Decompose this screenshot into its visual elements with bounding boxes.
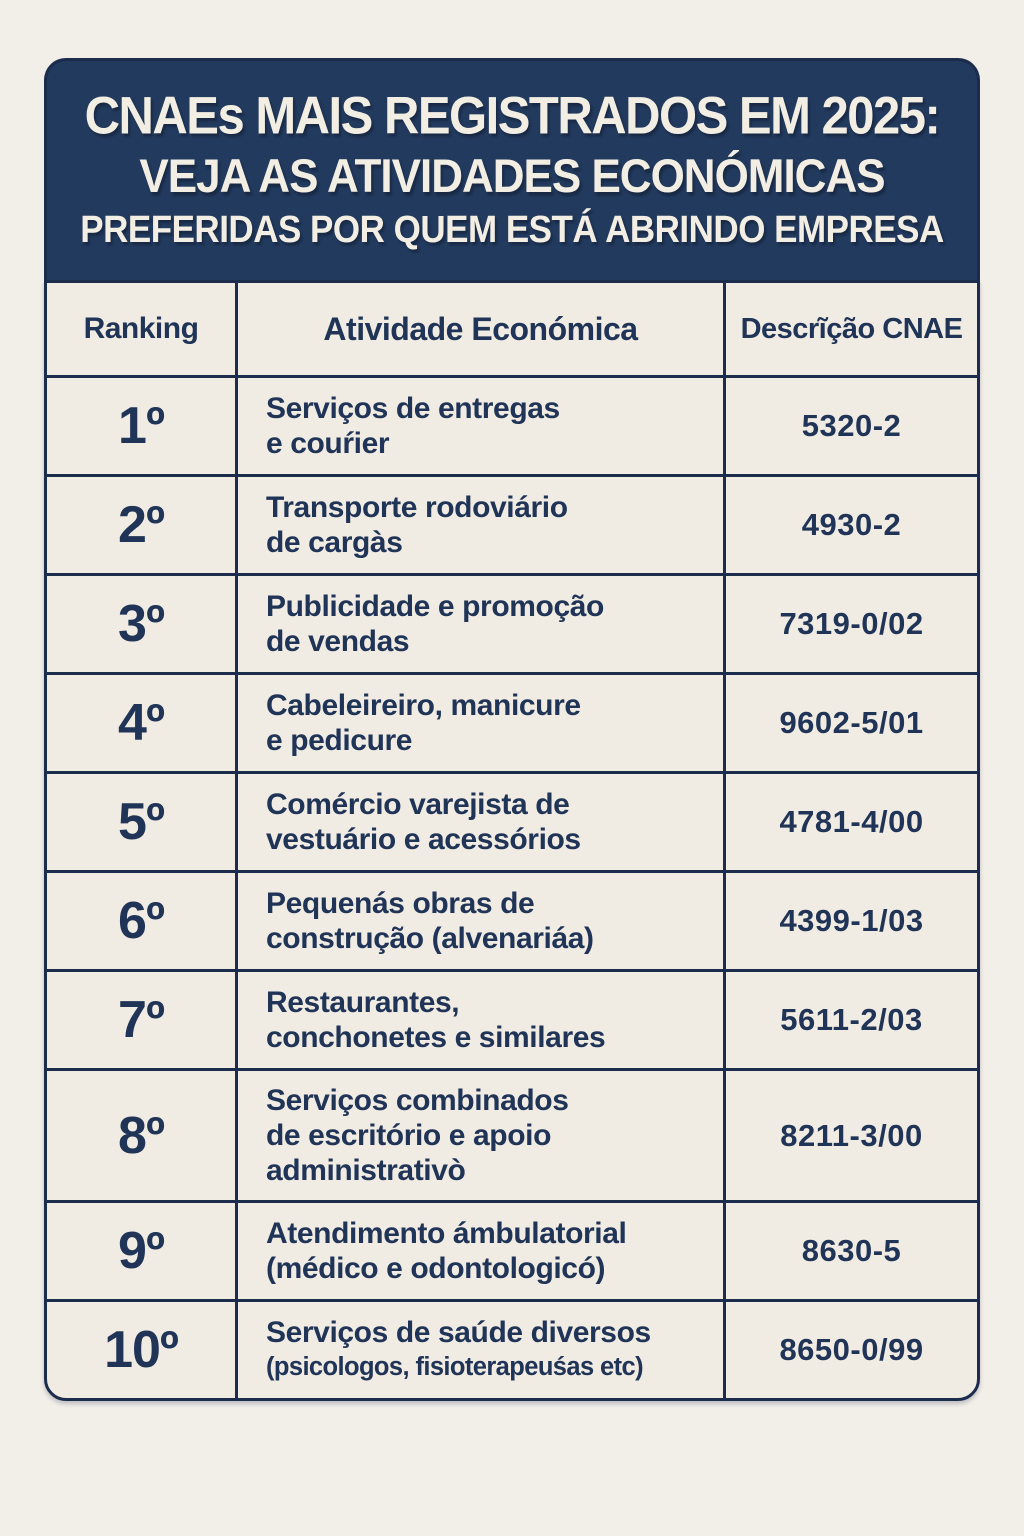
rank-cell: 10º bbox=[104, 1321, 179, 1379]
table-row: 9º Atendimento ámbulatorial (médico e odon… bbox=[47, 1200, 977, 1299]
title-banner: CNAEs MAIS REGISTRADOS EM 2025: VEJA AS … bbox=[44, 58, 980, 280]
table-row: 10º Serviços de saúde diversos (psicologos… bbox=[47, 1299, 977, 1398]
table-row: 7º Restaurantes, conchonetes e similares 56… bbox=[47, 969, 977, 1068]
activity-cell: Serviços de saúde diversos (psicologos, f… bbox=[235, 1302, 723, 1398]
activity-line: de vendas bbox=[266, 625, 410, 658]
activity-line: Comércio varejista de bbox=[266, 788, 570, 821]
cnae-code-cell: 5320-2 bbox=[723, 378, 977, 474]
cnae-code-cell: 7319-0/02 bbox=[723, 576, 977, 672]
table-row: 5º Comércio varejista de vestuário e acess… bbox=[47, 771, 977, 870]
rank-cell: 7º bbox=[118, 991, 165, 1049]
activity-line: vestuário e acessórios bbox=[266, 823, 581, 856]
table-row: 8º Serviços combinados de escritório e apo… bbox=[47, 1068, 977, 1200]
activity-line: Pequenás obras de bbox=[266, 887, 535, 920]
activity-cell: Atendimento ámbulatorial (médico e odonto… bbox=[235, 1203, 723, 1299]
rank-cell: 2º bbox=[118, 496, 165, 554]
activity-cell: Transporte rodoviário de cargàs bbox=[235, 477, 723, 573]
cnae-code-cell: 5611-2/03 bbox=[723, 972, 977, 1068]
table-row: 1º Serviços de entregas e couŕier 5320-2 bbox=[47, 375, 977, 474]
column-header-ranking: Ranking bbox=[83, 312, 199, 345]
activity-cell: Restaurantes, conchonetes e similares bbox=[235, 972, 723, 1068]
activity-line: Serviços combinados bbox=[266, 1084, 569, 1117]
rank-cell: 9º bbox=[118, 1222, 165, 1280]
cnae-ranking-table: Ranking Atividade Económica Descrĩção CN… bbox=[44, 280, 980, 1401]
title-line-1: CNAEs MAIS REGISTRADOS EM 2025: bbox=[84, 86, 941, 145]
cnae-code-cell: 8650-0/99 bbox=[723, 1302, 977, 1398]
activity-cell: Publicidade e promoção de vendas bbox=[235, 576, 723, 672]
activity-line: construção (alvenariáa) bbox=[266, 922, 594, 955]
table-row: 2º Transporte rodoviário de cargàs 4930-2 bbox=[47, 474, 977, 573]
activity-line: (médico e odontologicó) bbox=[266, 1252, 606, 1285]
activity-line: de cargàs bbox=[266, 526, 403, 559]
table-row: 6º Pequenás obras de construção (alvenariá… bbox=[47, 870, 977, 969]
rank-cell: 4º bbox=[118, 694, 165, 752]
column-header-activity: Atividade Económica bbox=[235, 283, 723, 375]
activity-line: Restaurantes, bbox=[266, 986, 460, 1019]
rank-cell: 8º bbox=[118, 1106, 165, 1165]
activity-small-line: (psicologos, fisioterapeuśas etc) bbox=[266, 1353, 644, 1381]
table-body: 1º Serviços de entregas e couŕier 5320-2 2º T… bbox=[47, 375, 977, 1398]
rank-cell: 6º bbox=[118, 892, 165, 950]
activity-line: administrativò bbox=[266, 1154, 466, 1187]
activity-line: Publicidade e promoção bbox=[266, 590, 604, 623]
rank-cell: 3º bbox=[118, 595, 165, 653]
table-row: 3º Publicidade e promoção de vendas 7319-0/… bbox=[47, 573, 977, 672]
column-header-code: Descrĩção CNAE bbox=[723, 283, 977, 375]
activity-line: Transporte rodoviário bbox=[266, 491, 568, 524]
activity-line: conchonetes e similares bbox=[266, 1021, 606, 1054]
activity-line: e couŕier bbox=[266, 427, 390, 460]
title-line-3: PREFERIDAS POR QUEM ESTÁ ABRINDO EMPRESA bbox=[80, 207, 944, 251]
cnae-code-cell: 4399-1/03 bbox=[723, 873, 977, 969]
activity-cell: Serviços de entregas e couŕier bbox=[235, 378, 723, 474]
title-line-2: VEJA AS ATIVIDADES ECONÓMICAS bbox=[139, 149, 885, 203]
activity-cell: Serviços combinados de escritório e apoio… bbox=[235, 1071, 723, 1200]
cnae-code-cell: 4930-2 bbox=[723, 477, 977, 573]
table-row: 4º Cabeleireiro, manicure e pedicure 9602-5… bbox=[47, 672, 977, 771]
table-header-row: Ranking Atividade Económica Descrĩção CN… bbox=[47, 283, 977, 375]
activity-cell: Comércio varejista de vestuário e acessór… bbox=[235, 774, 723, 870]
cnae-code-cell: 8211-3/00 bbox=[723, 1071, 977, 1200]
cnae-code-cell: 9602-5/01 bbox=[723, 675, 977, 771]
activity-line: de escritório e apoio bbox=[266, 1119, 552, 1152]
activity-cell: Pequenás obras de construção (alvenariáa) bbox=[235, 873, 723, 969]
activity-cell: Cabeleireiro, manicure e pedicure bbox=[235, 675, 723, 771]
cnae-code-cell: 8630-5 bbox=[723, 1203, 977, 1299]
activity-line: Serviços de saúde diversos bbox=[266, 1316, 651, 1349]
activity-line: Serviços de entregas bbox=[266, 392, 560, 425]
rank-cell: 1º bbox=[118, 397, 165, 455]
activity-line: Atendimento ámbulatorial bbox=[266, 1217, 627, 1250]
activity-line: Cabeleireiro, manicure bbox=[266, 689, 581, 722]
cnae-infographic-card: CNAEs MAIS REGISTRADOS EM 2025: VEJA AS … bbox=[44, 58, 980, 1401]
activity-line: e pedicure bbox=[266, 724, 413, 757]
cnae-code-cell: 4781-4/00 bbox=[723, 774, 977, 870]
rank-cell: 5º bbox=[118, 793, 165, 851]
